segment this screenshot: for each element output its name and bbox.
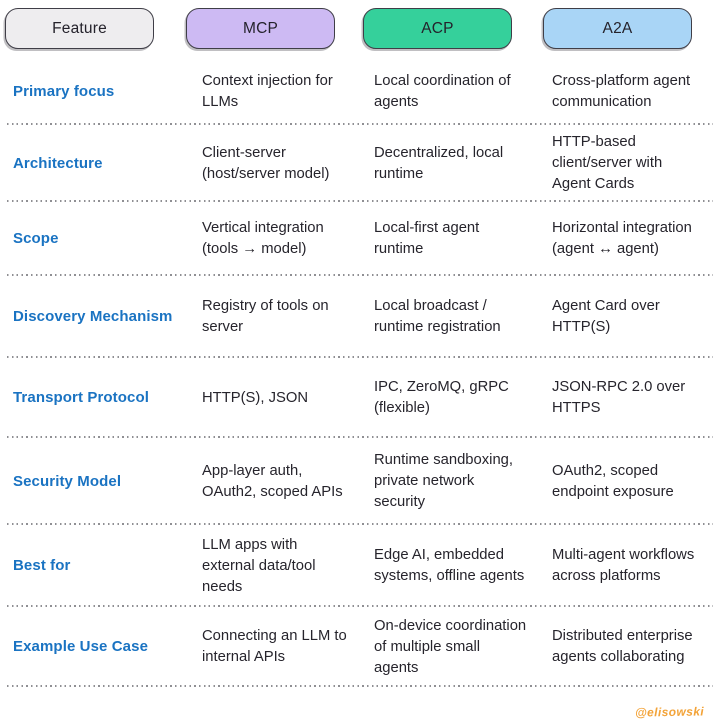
feature-header-pill: Feature <box>5 8 154 49</box>
cell-best-for-acp: Edge AI, embedded systems, offline agent… <box>374 547 525 584</box>
cell-discovery-acp: Local broadcast / runtime registration <box>374 298 501 335</box>
cell-architecture-acp: Decentralized, local runtime <box>374 144 504 182</box>
row-label-scope: Scope <box>13 230 59 248</box>
row-label-best-for: Best for <box>13 557 71 575</box>
cell-security-mcp: App-layer auth, OAuth2, scoped APIs <box>202 462 343 500</box>
table-row: Architecture Client-server (host/server … <box>0 125 720 202</box>
row-label-discovery-mechanism: Discovery Mechanism <box>13 308 173 326</box>
table-row: Primary focus Context injection for LLMs… <box>0 58 720 125</box>
header-cell-mcp: MCP <box>186 0 363 58</box>
row-label-architecture: Architecture <box>13 154 103 172</box>
cell-transport-a2a: JSON-RPC 2.0 over HTTPS <box>552 379 686 416</box>
a2a-header-pill: A2A <box>543 8 692 49</box>
table-row: Best for LLM apps with external data/too… <box>0 525 720 607</box>
cell-security-acp: Runtime sandboxing, private network secu… <box>374 452 514 510</box>
header-cell-acp: ACP <box>363 0 543 58</box>
cell-architecture-mcp: Client-server (host/server model) <box>202 144 330 182</box>
table-row: Example Use Case Connecting an LLM to in… <box>0 607 720 687</box>
author-watermark: @elisowski <box>634 704 705 720</box>
acp-header-pill: ACP <box>363 8 512 49</box>
cell-best-for-mcp: LLM apps with external data/tool needs <box>202 536 316 595</box>
cell-discovery-mcp: Registry of tools on server <box>202 298 329 335</box>
cell-scope-mcp: Vertical integration (tools → model) <box>202 220 324 257</box>
cell-scope-acp: Local-first agent runtime <box>374 220 480 257</box>
table-row: Scope Vertical integration (tools → mode… <box>0 202 720 276</box>
header-cell-a2a: A2A <box>543 0 720 58</box>
cell-architecture-a2a: HTTP-based client/server with Agent Card… <box>552 134 663 192</box>
cell-primary-focus-a2a: Cross-platform agent communication <box>552 72 691 110</box>
cell-discovery-a2a: Agent Card over HTTP(S) <box>552 298 660 335</box>
cell-transport-acp: IPC, ZeroMQ, gRPC (flexible) <box>374 379 509 416</box>
row-label-primary-focus: Primary focus <box>13 82 115 100</box>
cell-security-a2a: OAuth2, scoped endpoint exposure <box>552 462 674 500</box>
header-cell-feature: Feature <box>0 0 186 58</box>
cell-primary-focus-acp: Local coordination of agents <box>374 72 511 110</box>
cell-example-acp: On-device coordination of multiple small… <box>374 617 527 676</box>
cell-scope-a2a: Horizontal integration (agent ↔ agent) <box>552 220 692 257</box>
row-label-security-model: Security Model <box>13 472 122 490</box>
row-label-transport-protocol: Transport Protocol <box>13 389 149 407</box>
cell-best-for-a2a: Multi-agent workflows across platforms <box>552 547 695 584</box>
cell-example-a2a: Distributed enterprise agents collaborat… <box>552 628 693 665</box>
table-row: Transport Protocol HTTP(S), JSON IPC, Ze… <box>0 358 720 438</box>
cell-transport-mcp: HTTP(S), JSON <box>202 389 309 406</box>
cell-primary-focus-mcp: Context injection for LLMs <box>202 72 333 110</box>
footer: @elisowski <box>0 687 720 728</box>
table-row: Discovery Mechanism Registry of tools on… <box>0 276 720 358</box>
mcp-header-pill: MCP <box>186 8 335 49</box>
table-header: Feature MCP ACP A2A <box>0 0 720 58</box>
row-label-example-use-case: Example Use Case <box>13 638 149 656</box>
table-row: Security Model App-layer auth, OAuth2, s… <box>0 438 720 525</box>
cell-example-mcp: Connecting an LLM to internal APIs <box>202 628 347 665</box>
